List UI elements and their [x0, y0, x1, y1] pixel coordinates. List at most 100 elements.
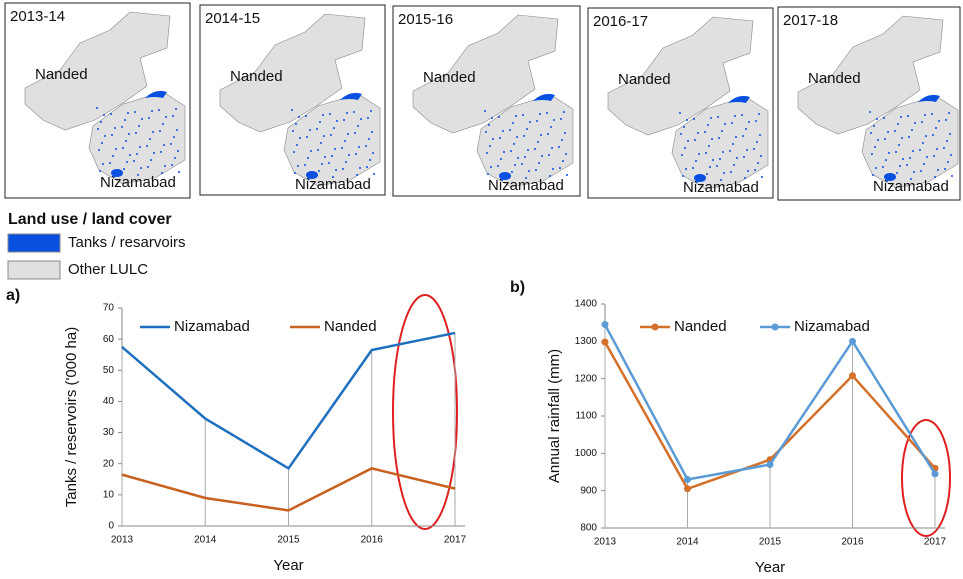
- reservoir: [561, 139, 563, 141]
- reservoir: [562, 160, 564, 162]
- reservoir: [164, 165, 166, 167]
- x-tick-label: 2017: [924, 537, 947, 548]
- reservoir: [747, 170, 749, 172]
- highlight-ellipse: [393, 295, 457, 529]
- map-label: Nizamabad: [873, 178, 949, 195]
- reservoir: [97, 128, 99, 130]
- reservoir: [371, 131, 373, 133]
- point: [932, 470, 939, 477]
- point: [684, 476, 691, 483]
- reservoir: [498, 116, 500, 118]
- reservoir: [874, 146, 876, 148]
- reservoir: [732, 143, 734, 145]
- reservoir: [919, 149, 921, 151]
- reservoir: [175, 108, 177, 110]
- reservoir: [884, 138, 886, 140]
- reservoir: [686, 119, 688, 121]
- reservoir: [309, 129, 311, 131]
- reservoir: [365, 145, 367, 147]
- y-tick-label: 20: [103, 458, 115, 469]
- reservoir: [502, 130, 504, 132]
- legend-marker: [772, 324, 779, 331]
- reservoir: [730, 171, 732, 173]
- reservoir: [566, 174, 568, 176]
- reservoir: [96, 107, 98, 109]
- reservoir: [148, 117, 150, 119]
- legend-label: Nizamabad: [174, 318, 250, 335]
- reservoir: [346, 112, 348, 114]
- x-axis-title: Year: [755, 559, 785, 576]
- reservoir: [524, 156, 526, 158]
- y-tick-label: 900: [580, 485, 597, 496]
- reservoir: [528, 170, 530, 172]
- y-tick-label: 1200: [575, 373, 598, 384]
- reservoir: [897, 123, 899, 125]
- reservoir: [98, 149, 100, 151]
- reservoir: [754, 169, 756, 171]
- reservoir: [295, 123, 297, 125]
- reservoir: [170, 143, 172, 145]
- reservoir: [500, 158, 502, 160]
- reservoir: [370, 110, 372, 112]
- reservoir: [322, 114, 324, 116]
- reservoir: [138, 125, 140, 127]
- y-tick-label: 1300: [575, 336, 598, 347]
- reservoir: [719, 158, 721, 160]
- reservoir: [174, 157, 176, 159]
- reservoir: [718, 137, 720, 139]
- reservoir: [342, 168, 344, 170]
- reservoir: [310, 150, 312, 152]
- x-tick-label: 2017: [444, 535, 467, 546]
- reservoir: [373, 173, 375, 175]
- reservoir: [360, 118, 362, 120]
- reservoir: [923, 163, 925, 165]
- reservoir: [121, 126, 123, 128]
- reservoir: [943, 147, 945, 149]
- reservoir: [743, 156, 745, 158]
- reservoir: [723, 172, 725, 174]
- reservoir: [299, 137, 301, 139]
- reservoir: [870, 132, 872, 134]
- reservoir: [153, 152, 155, 154]
- reservoir: [115, 148, 117, 150]
- reservoir: [936, 148, 938, 150]
- reservoir: [745, 128, 747, 130]
- reservoir: [160, 151, 162, 153]
- reservoir: [305, 115, 307, 117]
- reservoir: [945, 119, 947, 121]
- reservoir: [756, 141, 758, 143]
- reservoir: [129, 154, 131, 156]
- reservoir: [882, 166, 884, 168]
- legend-label: Nanded: [324, 318, 377, 335]
- reservoir: [484, 110, 486, 112]
- reservoir: [755, 120, 757, 122]
- y-tick-label: 40: [103, 396, 115, 407]
- reservoir: [931, 113, 933, 115]
- reservoir: [697, 132, 699, 134]
- x-tick-label: 2015: [277, 535, 300, 546]
- reservoir: [353, 111, 355, 113]
- reservoir: [921, 121, 923, 123]
- y-tick-label: 60: [103, 334, 115, 345]
- reservoir: [563, 111, 565, 113]
- reservoir: [735, 136, 737, 138]
- reservoir: [151, 110, 153, 112]
- reservoir: [729, 150, 731, 152]
- reservoir: [924, 114, 926, 116]
- reservoir: [932, 134, 934, 136]
- reservoir: [324, 156, 326, 158]
- reservoir: [369, 159, 371, 161]
- reservoir: [875, 167, 877, 169]
- reservoir: [885, 159, 887, 161]
- reservoir: [296, 144, 298, 146]
- reservoir: [165, 116, 167, 118]
- reservoir: [683, 126, 685, 128]
- reservoir: [693, 118, 695, 120]
- reservoir: [705, 152, 707, 154]
- reservoir: [306, 136, 308, 138]
- reservoir: [358, 146, 360, 148]
- reservoir: [951, 175, 953, 177]
- reservoir: [141, 118, 143, 120]
- reservoir: [873, 125, 875, 127]
- reservoir: [907, 115, 909, 117]
